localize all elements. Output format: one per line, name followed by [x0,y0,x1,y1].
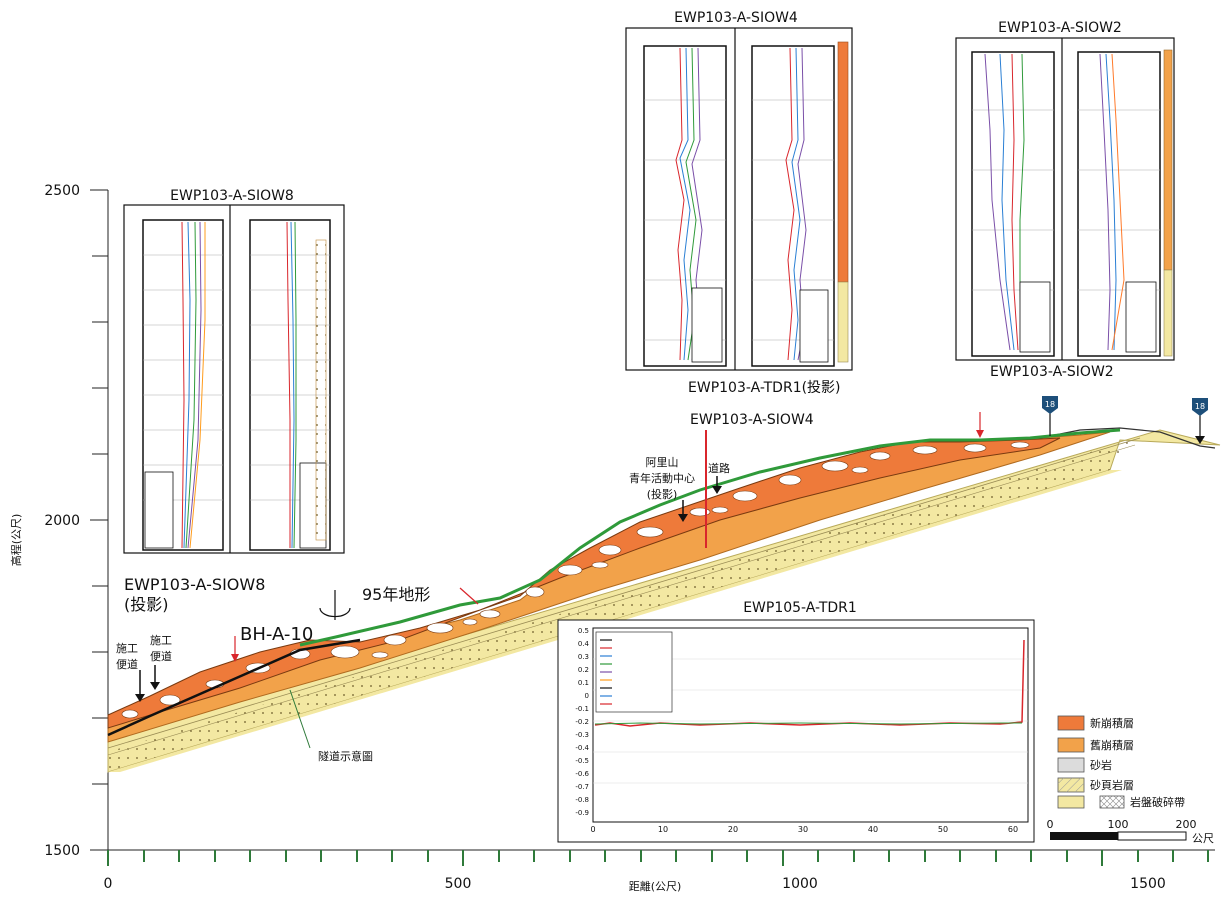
tdr-trace [594,639,1025,727]
legend-swatch-fracture-zone [1099,795,1125,809]
scale-unit: 公尺 [1192,832,1214,845]
siow4-label: EWP103-A-SIOW4 [690,412,814,428]
siow2-section-label: EWP103-A-SIOW2 [990,364,1114,380]
tdr-y-tick: -0.5 [575,757,589,765]
x-axis-label: 距離(公尺) [629,879,682,893]
legend-swatch-new-colluvium [1057,715,1085,731]
panel-title: EWP103-A-SIOW8 [170,188,294,204]
legend-label: 砂頁岩層 [1090,778,1134,792]
tdr-y-tick: -0.8 [575,796,589,804]
tdr-x-tick: 40 [868,825,878,834]
tdr-y-tick: -0.1 [575,705,589,713]
route-marker-left: 18 [1042,396,1058,414]
tdr-y-tick: -0.2 [575,718,589,726]
tdr-x-tick: 30 [798,825,808,834]
tdr1-label: EWP103-A-TDR1(投影) [688,380,841,396]
tdr-x-tick: 0 [590,825,595,834]
tdr-y-tick: -0.7 [575,783,589,791]
scale-tick: 200 [1176,818,1197,831]
alishan-label-2: 青年活動中心 [629,471,695,485]
legend-label: 岩盤破碎帶 [1130,795,1185,809]
work-road-b-2: 便道 [150,649,172,663]
svg-text:18: 18 [1045,400,1055,409]
work-road-a-1: 施工 [116,642,138,655]
inclinometer-panel-siow8: EWP103-A-SIOW8 [123,188,345,554]
tdr-x-tick: 20 [728,825,738,834]
tdr-x-tick: 10 [658,825,668,834]
tunnel-label: 隧道示意圖 [318,749,373,763]
bha10-label: BH-A-10 [240,624,313,645]
scale-tick: 0 [1047,818,1054,831]
tdr-y-tick: -0.9 [575,809,589,817]
work-road-a-2: 便道 [116,657,138,671]
inclinometer-panel-siow2: EWP103-A-SIOW2 [955,20,1175,361]
y-axis: 2500 2000 1500 高程(公尺) [9,183,109,859]
inclinometer-panel-siow4: EWP103-A-SIOW4 [625,10,853,371]
tdr-y-tick: 0.5 [578,627,589,635]
x-tick-label: 1500 [1130,876,1166,892]
tdr-y-tick: 0.4 [578,640,590,648]
work-road-b-1: 施工 [150,634,172,647]
tdr-y-tick: -0.6 [575,770,589,778]
tdr-panel: EWP105-A-TDR1 0.5 0.4 0.3 0.2 0.1 0 -0.1… [557,600,1035,843]
svg-text:18: 18 [1195,402,1205,411]
y-tick-label: 2500 [44,183,80,199]
tdr-y-tick: -0.4 [575,744,589,752]
siow8-label: EWP103-A-SIOW8 [124,575,265,594]
legend-label: 新崩積層 [1090,716,1134,730]
scale-bar: 0 100 200 公尺 [1047,818,1215,845]
scale-tick: 100 [1108,818,1129,831]
location-arrows [135,412,1205,749]
tdr-x-tick: 50 [938,825,948,834]
tdr-y-tick: 0.3 [578,653,589,661]
y-tick-label: 2000 [44,513,80,529]
route-marker-right: 18 [1192,398,1208,416]
legend-label: 舊崩積層 [1090,738,1134,752]
alishan-label-3: (投影) [647,487,678,501]
tdr-y-tick: 0.1 [578,679,589,687]
panel-title: EWP103-A-SIOW2 [998,20,1122,36]
tdr-x-tick: 60 [1008,825,1018,834]
legend-swatch-old-colluvium [1057,737,1085,753]
tdr-y-tick: -0.3 [575,731,589,739]
x-tick-label: 500 [445,876,472,892]
x-tick-label: 1000 [782,876,818,892]
y-minor-ticks [90,189,108,851]
terrain95-label: 95年地形 [362,585,430,604]
x-axis: 0 500 1000 1500 距離(公尺) [104,849,1215,893]
y-axis-label: 高程(公尺) [9,514,23,567]
siow8-note: (投影) [124,595,169,614]
alishan-label-1: 阿里山 [646,456,679,469]
tdr-title: EWP105-A-TDR1 [743,600,857,616]
legend: 新崩積層 舊崩積層 砂岩 砂頁岩層 岩盤破碎帶 [1057,715,1185,809]
x-tick-label: 0 [104,876,113,892]
tdr-y-tick: 0.2 [578,666,589,674]
road-label: 道路 [708,461,730,475]
terrain-95-line [299,428,1121,647]
tdr-y-tick: 0 [585,692,589,700]
legend-swatch-sandstone [1057,757,1085,773]
panel-title: EWP103-A-SIOW4 [674,10,798,26]
y-tick-label: 1500 [44,843,80,859]
scarp-line [107,638,361,737]
legend-label: 砂岩 [1090,758,1112,772]
